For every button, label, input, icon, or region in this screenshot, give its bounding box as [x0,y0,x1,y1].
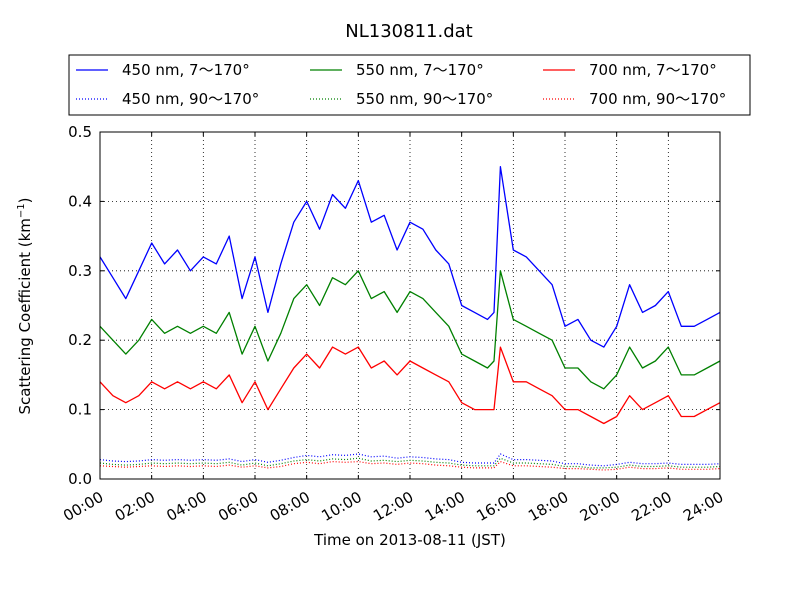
series-line-4 [99,453,721,467]
y-axis-label: Scattering Coefficient (km−1) [16,197,34,414]
x-tick-label: 00:00 [60,488,106,525]
legend-label-4: 450 nm, 90～170° [122,90,259,108]
x-tick-label: 16:00 [473,488,519,525]
chart-title: NL130811.dat [345,21,472,42]
series-line-1 [99,166,721,348]
y-axis-label-main: Scattering Coefficient (km [16,218,34,414]
series-line-6 [99,461,721,471]
legend-label-2: 550 nm, 7～170° [356,61,484,79]
y-tick-label: 0.3 [68,262,92,280]
series-line-5 [99,457,721,469]
x-tick-label: 04:00 [163,488,209,525]
x-tick-label: 10:00 [318,488,364,525]
legend-label-1: 450 nm, 7～170° [122,61,250,79]
x-tick-label: 06:00 [215,488,261,525]
legend: 450 nm, 7～170° 450 nm, 90～170° 550 nm, 7～1… [68,54,751,116]
x-tick-label: 18:00 [525,488,571,525]
y-tick-label: 0.4 [68,192,92,210]
grid [100,132,720,479]
y-tick-label: 0.1 [68,401,92,419]
x-tick-label: 02:00 [112,488,158,525]
x-tick-label: 08:00 [267,488,313,525]
y-tick-label: 0.0 [68,470,92,488]
x-tick-label: 12:00 [370,488,416,525]
x-tick-label: 14:00 [422,488,468,525]
series-layer [99,166,721,471]
x-tick-label: 20:00 [577,488,623,525]
x-axis-label: Time on 2013-08-11 (JST) [313,531,506,549]
y-axis: 0.0 0.1 0.2 0.3 0.4 0.5 [68,123,720,488]
y-tick-label: 0.5 [68,123,92,141]
y-tick-label: 0.2 [68,331,92,349]
x-tick-label: 22:00 [628,488,674,525]
legend-label-6: 700 nm, 90～170° [589,90,726,108]
legend-box [68,54,751,116]
y-axis-label-sup: −1 [16,203,27,218]
series-line-2 [99,270,721,390]
series-line-3 [99,346,721,425]
legend-label-5: 550 nm, 90～170° [356,90,493,108]
x-tick-label: 24:00 [680,488,726,525]
legend-label-3: 700 nm, 7～170° [589,61,717,79]
y-axis-label-close: ) [16,197,34,203]
